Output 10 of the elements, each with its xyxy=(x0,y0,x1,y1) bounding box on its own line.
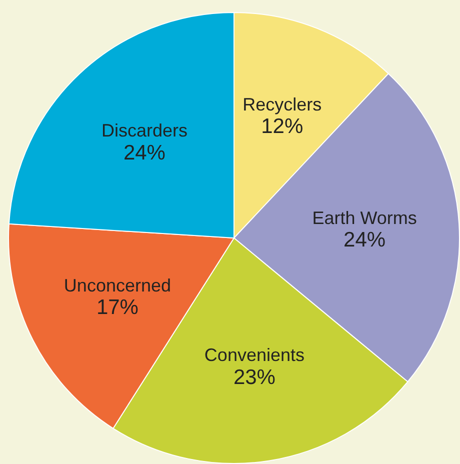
data-label: 24% xyxy=(123,141,166,164)
data-label: 24% xyxy=(344,228,386,252)
slice-label: Discarders xyxy=(101,120,188,141)
data-label: 17% xyxy=(96,296,138,320)
data-label: 12% xyxy=(261,115,304,138)
slice-label: Unconcerned xyxy=(64,275,172,296)
slice-label: Recyclers xyxy=(242,94,322,114)
slice-label: Convenients xyxy=(204,345,304,366)
slice-label: Earth Worms xyxy=(312,208,417,228)
data-label: 23% xyxy=(233,366,276,389)
